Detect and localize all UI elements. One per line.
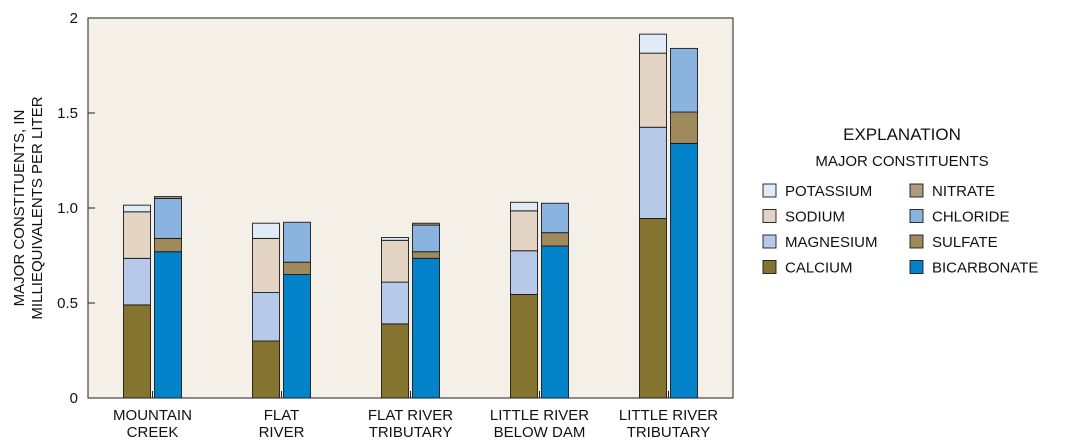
x-tick-label-2-line-0: FLAT RIVER [368, 407, 453, 424]
bar-segment-chloride-1 [283, 221, 311, 263]
legend-swatch-nitrate [909, 183, 924, 198]
x-tick-label-1-line-0: FLAT [264, 407, 300, 424]
plot-area [87, 17, 734, 399]
bar-segment-calcium-1 [252, 340, 280, 399]
legend-label-chloride: CHLORIDE [932, 209, 1010, 226]
legend-label-sodium: SODIUM [785, 209, 845, 226]
bar-segment-bicarbonate-2 [412, 257, 440, 399]
bars-layer [123, 33, 698, 399]
legend-swatch-sodium [762, 209, 777, 223]
bar-segment-chloride-2 [412, 224, 440, 253]
bar-segment-potassium-4 [639, 33, 667, 54]
bar-segment-bicarbonate-3 [541, 245, 569, 399]
bar-segment-magnesium-0 [123, 257, 151, 306]
legend-swatch-bicarbonate [909, 260, 924, 274]
y-tick-label-1: 0.5 [57, 295, 78, 312]
x-tick-label-4-line-0: LITTLE RIVER [619, 407, 718, 424]
bar-segment-potassium-0 [123, 204, 151, 213]
bar-segment-potassium-2 [381, 236, 409, 241]
bar-segment-sulfate-2 [412, 251, 440, 259]
x-tick-label-2-line-1: TRIBUTARY [369, 424, 453, 441]
legend: EXPLANATION MAJOR CONSTITUENTS POTASSIUM… [762, 125, 1038, 277]
legend-swatch-calcium [762, 260, 777, 274]
bar-segment-sulfate-1 [283, 261, 311, 275]
legend-swatch-chloride [909, 209, 924, 223]
legend-swatch-potassium [762, 183, 777, 198]
bar-segment-potassium-3 [510, 201, 538, 212]
y-tick-label-0: 0 [70, 390, 78, 407]
y-axis-label-line-2: MILLIEQUIVALENTS PER LITER [29, 96, 46, 319]
bar-segment-nitrate-0 [154, 196, 182, 199]
legend-subtitle: MAJOR CONSTITUENTS [815, 153, 988, 170]
bar-segment-sodium-3 [510, 210, 538, 252]
bar-segment-bicarbonate-4 [670, 142, 698, 399]
bar-segment-chloride-4 [670, 47, 698, 113]
y-tick-label-2: 1.0 [57, 200, 78, 217]
bar-segment-sodium-2 [381, 239, 409, 283]
bar-segment-magnesium-1 [252, 292, 280, 342]
bar-segment-chloride-0 [154, 198, 182, 239]
bar-segment-calcium-2 [381, 323, 409, 399]
x-tick-label-0-line-1: CREEK [127, 424, 179, 441]
legend-label-sulfate: SULFATE [932, 234, 998, 251]
y-tick-label-4: 2 [70, 10, 78, 27]
bar-segment-sulfate-4 [670, 111, 698, 144]
x-tick-label-1-line-1: RIVER [259, 424, 305, 441]
legend-title: EXPLANATION [843, 125, 961, 144]
bar-segment-sodium-0 [123, 211, 151, 259]
bar-segment-chloride-3 [541, 202, 569, 234]
bar-segment-sodium-1 [252, 237, 280, 293]
y-tick-label-3: 1.5 [57, 105, 78, 122]
bar-segment-bicarbonate-1 [283, 274, 311, 399]
bar-segment-bicarbonate-0 [154, 251, 182, 399]
x-tick-label-4-line-1: TRIBUTARY [627, 424, 711, 441]
bar-segment-calcium-0 [123, 304, 151, 399]
bar-segment-nitrate-2 [412, 222, 440, 226]
x-tick-label-3-line-1: BELOW DAM [494, 424, 586, 441]
bar-segment-calcium-4 [639, 217, 667, 399]
bar-segment-potassium-1 [252, 222, 280, 239]
bar-segment-calcium-3 [510, 294, 538, 399]
legend-label-calcium: CALCIUM [785, 260, 853, 277]
legend-label-bicarbonate: BICARBONATE [932, 260, 1038, 277]
legend-label-nitrate: NITRATE [932, 183, 995, 200]
legend-swatch-sulfate [909, 234, 924, 249]
legend-label-potassium: POTASSIUM [785, 183, 872, 200]
y-axis-label: MAJOR CONSTITUENTS, IN MILLIEQUIVALENTS … [11, 96, 46, 319]
y-axis-label-line-1: MAJOR CONSTITUENTS, IN [11, 110, 28, 307]
legend-swatch-magnesium [762, 234, 777, 249]
x-tick-label-3-line-0: LITTLE RIVER [490, 407, 589, 424]
bar-segment-magnesium-3 [510, 250, 538, 295]
bar-segment-sulfate-3 [541, 232, 569, 247]
bar-segment-magnesium-4 [639, 126, 667, 219]
bar-segment-sodium-4 [639, 52, 667, 128]
x-tick-label-0-line-0: MOUNTAIN [113, 407, 192, 424]
legend-label-magnesium: MAGNESIUM [785, 234, 878, 251]
bar-segment-sulfate-0 [154, 237, 182, 253]
bar-segment-magnesium-2 [381, 281, 409, 325]
y-axis: 0 0.5 1.0 1.5 2 [57, 10, 95, 407]
